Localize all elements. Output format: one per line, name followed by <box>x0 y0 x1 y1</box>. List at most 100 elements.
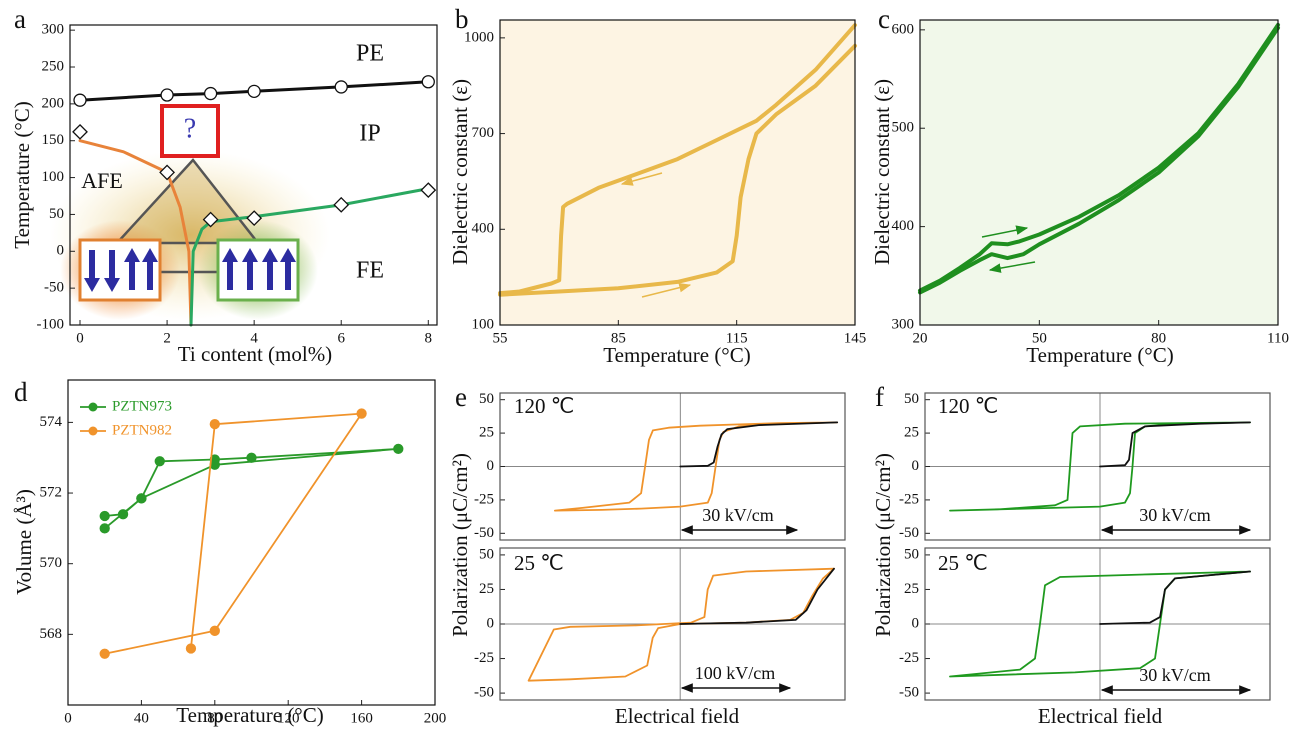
circle-marker <box>99 510 110 522</box>
y-tick-label: 568 <box>40 626 63 642</box>
circle-marker <box>247 84 261 98</box>
panel-letter: a <box>14 4 26 34</box>
y-tick-label: 50 <box>479 391 494 407</box>
x-tick-label: 2 <box>163 330 171 346</box>
series-line <box>1099 421 1251 468</box>
circle-marker <box>356 408 367 419</box>
y-tick-label: 300 <box>42 22 65 38</box>
arrow <box>620 172 663 186</box>
y-tick-label: -50 <box>44 280 64 296</box>
x-tick-label: 6 <box>337 330 345 346</box>
x-axis-label: Ti content (mol%) <box>178 342 332 366</box>
x-tick-label: 8 <box>425 330 433 346</box>
diamond-marker <box>72 123 88 140</box>
y-axis-label: Dielectric constant (ε) <box>870 79 894 265</box>
y-tick-label: 25 <box>479 581 494 597</box>
annotation: 25 ℃ <box>938 551 988 575</box>
y-tick-label: 50 <box>479 546 494 562</box>
x-tick-label: 160 <box>350 710 373 726</box>
legend-label: PZTN973 <box>112 398 172 414</box>
y-tick-label: 0 <box>912 458 920 474</box>
y-tick-label: 150 <box>42 132 65 148</box>
series-line <box>918 25 1280 295</box>
circle-marker <box>246 452 257 463</box>
circle-marker <box>421 75 435 89</box>
y-tick-label: 50 <box>904 391 919 407</box>
y-tick-label: 600 <box>892 21 915 37</box>
y-axis-label: Dielectric constant (ε) <box>448 79 472 265</box>
x-tick-label: 120 <box>277 710 300 726</box>
y-tick-label: 25 <box>479 425 494 441</box>
plot-background <box>920 20 1278 325</box>
series-line <box>103 448 400 530</box>
x-tick-label: 200 <box>424 710 447 726</box>
annotation: 120 ℃ <box>938 394 998 418</box>
y-tick-label: -25 <box>899 650 919 666</box>
y-tick-label: 50 <box>49 206 64 222</box>
y-tick-label: -50 <box>899 525 919 541</box>
y-tick-label: 0 <box>487 458 495 474</box>
y-tick-label: -50 <box>899 685 919 701</box>
x-axis-label: Temperature (°C) <box>176 703 323 727</box>
diamond-marker <box>246 210 263 227</box>
arrow <box>641 282 692 298</box>
circle-marker <box>117 509 129 520</box>
annotation: PE <box>356 41 384 67</box>
series-line <box>679 567 835 625</box>
y-tick-label: 1000 <box>464 29 494 45</box>
diamond-marker <box>333 196 350 213</box>
legend-marker <box>88 402 98 412</box>
y-tick-label: 0 <box>57 243 65 259</box>
legend-marker <box>88 426 98 436</box>
series-line <box>103 412 363 655</box>
plot-frame <box>499 19 856 326</box>
legend-label: PZTN982 <box>112 422 172 438</box>
plot-frame <box>69 24 438 326</box>
arrow <box>981 225 1029 238</box>
y-tick-label: 250 <box>42 58 65 74</box>
plot-frame <box>924 547 1271 701</box>
x-axis-label: Electrical field <box>1038 704 1163 728</box>
y-tick-label: -25 <box>474 650 494 666</box>
annotation: IP <box>359 121 380 147</box>
circle-marker <box>99 648 110 659</box>
series-line <box>679 421 839 468</box>
series-line <box>498 23 857 296</box>
x-tick-label: 50 <box>1032 330 1047 346</box>
x-axis-label: Temperature (°C) <box>1026 343 1173 367</box>
annotation: 30 kV/cm <box>1139 665 1211 685</box>
x-tick-label: 55 <box>493 330 508 346</box>
y-tick-label: 572 <box>40 484 63 500</box>
plot-background <box>500 20 855 325</box>
arrow <box>988 261 1036 273</box>
annotation: 100 kV/cm <box>695 663 776 683</box>
annotation: 25 ℃ <box>514 551 564 575</box>
circle-marker <box>99 523 110 534</box>
x-tick-label: 4 <box>250 330 258 346</box>
y-tick-label: 574 <box>40 414 63 430</box>
y-tick-label: 400 <box>472 221 495 237</box>
annotation: ? <box>184 113 196 144</box>
x-tick-label: 40 <box>134 710 149 726</box>
plot-frame <box>499 392 846 541</box>
plot-frame <box>919 19 1279 326</box>
y-tick-label: 400 <box>892 218 915 234</box>
diamond-marker <box>202 211 219 228</box>
plot-frame <box>924 392 1271 541</box>
plot-frame <box>499 547 846 701</box>
circle-marker <box>185 643 197 654</box>
y-tick-label: 700 <box>472 125 495 141</box>
circle-marker <box>334 80 348 94</box>
phase-decoration <box>50 104 330 320</box>
panel-letter: d <box>14 377 28 407</box>
panel-letter: e <box>455 382 467 412</box>
circle-marker <box>154 456 165 467</box>
x-axis-label: Temperature (°C) <box>603 343 750 367</box>
panel-letter: c <box>878 4 890 34</box>
diamond-marker <box>420 182 437 199</box>
panel-letter: b <box>455 4 469 34</box>
annotation: FE <box>356 258 384 284</box>
y-tick-label: 0 <box>487 615 495 631</box>
series-line <box>527 567 835 682</box>
y-tick-label: -25 <box>899 491 919 507</box>
